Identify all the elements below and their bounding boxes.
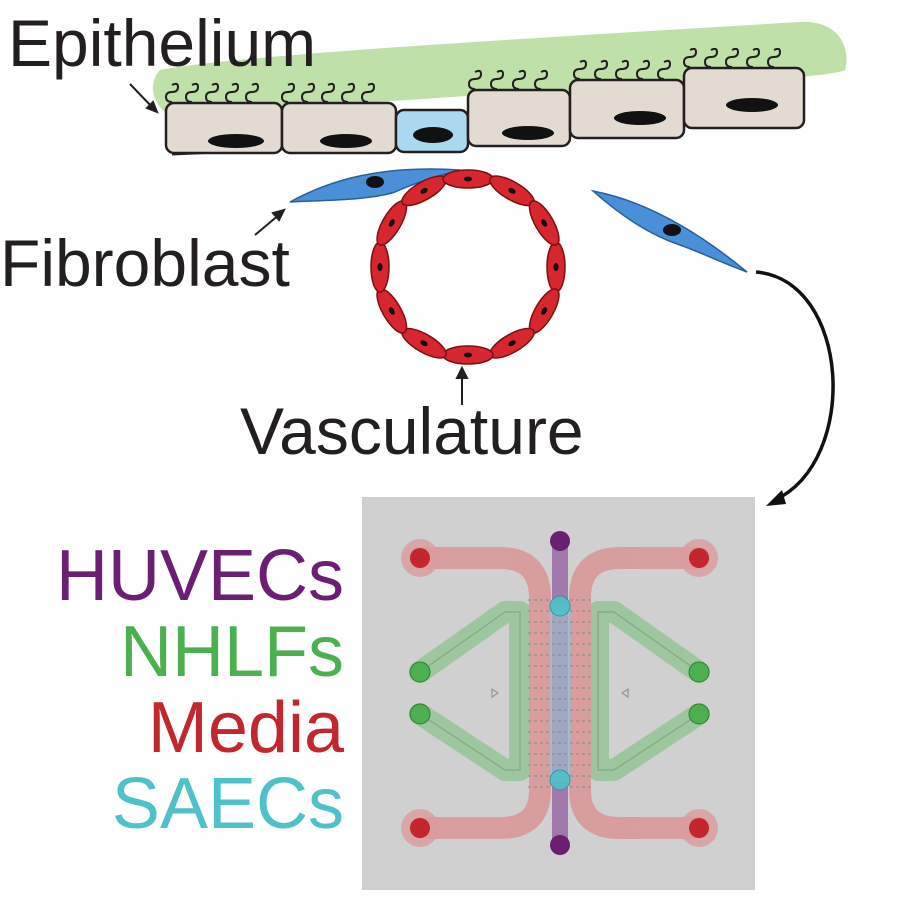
cilium bbox=[340, 82, 356, 103]
vasculature-arrow bbox=[455, 365, 469, 405]
endothelial-cell bbox=[546, 241, 566, 293]
cilium bbox=[467, 69, 483, 90]
epithelial-nuclei bbox=[208, 98, 778, 148]
saec-region bbox=[549, 606, 571, 781]
cilium bbox=[703, 47, 719, 68]
endothelial-cell bbox=[370, 241, 390, 293]
cilium bbox=[224, 82, 240, 103]
endothelial-cell bbox=[442, 345, 494, 365]
cilium bbox=[164, 82, 180, 103]
epithelium-arrow bbox=[129, 83, 159, 114]
cilium bbox=[745, 47, 761, 68]
cilium bbox=[572, 59, 588, 80]
flow-markers bbox=[491, 688, 629, 698]
cilium bbox=[682, 47, 698, 68]
vessel-ring bbox=[370, 169, 566, 365]
cilium bbox=[593, 59, 609, 80]
vasculature-label: Vasculature bbox=[240, 394, 584, 468]
saec-ports bbox=[549, 595, 571, 791]
legend-huvecs: HUVECs bbox=[55, 536, 344, 616]
epithelial-cell bbox=[568, 78, 686, 140]
endothelial-cell bbox=[489, 175, 535, 207]
microfluidic-chip bbox=[362, 497, 755, 890]
epithelial-cell bbox=[682, 66, 806, 130]
media-channel-left bbox=[409, 547, 551, 839]
cell-type-legend: HUVECs NHLFs Media SAECs bbox=[0, 538, 344, 842]
cilium bbox=[360, 82, 376, 103]
epithelium-label: Epithelium bbox=[8, 6, 317, 80]
endothelial-cell bbox=[528, 200, 560, 246]
legend-saecs: SAECs bbox=[111, 764, 344, 844]
legend-media: Media bbox=[147, 688, 344, 768]
fibroblast-label: Fibroblast bbox=[0, 226, 290, 300]
cilium bbox=[614, 59, 630, 80]
cilium bbox=[766, 47, 782, 68]
cilium bbox=[280, 82, 296, 103]
legend-nhlfs: NHLFs bbox=[119, 612, 344, 692]
media-ports bbox=[401, 539, 718, 847]
cilium bbox=[635, 59, 651, 80]
cilium bbox=[184, 82, 200, 103]
fibroblast-right bbox=[590, 189, 748, 273]
nhlf-ports bbox=[409, 661, 710, 725]
huvec-ports bbox=[550, 531, 570, 855]
cilium bbox=[533, 69, 549, 90]
cilium bbox=[300, 82, 316, 103]
cilium bbox=[204, 82, 220, 103]
mucus-layer bbox=[153, 21, 847, 113]
endothelial-cell bbox=[489, 327, 535, 359]
endothelial-cell bbox=[376, 288, 408, 334]
cilium bbox=[656, 59, 672, 80]
cilium bbox=[489, 69, 505, 90]
curved-arrow bbox=[755, 270, 835, 506]
media-channel-right bbox=[569, 547, 710, 839]
cilium bbox=[511, 69, 527, 90]
cilia bbox=[164, 47, 782, 103]
cilium bbox=[724, 47, 740, 68]
endothelial-cell bbox=[442, 169, 494, 189]
cilium bbox=[244, 82, 260, 103]
fibroblast-arrow bbox=[254, 208, 286, 236]
cilium bbox=[320, 82, 336, 103]
